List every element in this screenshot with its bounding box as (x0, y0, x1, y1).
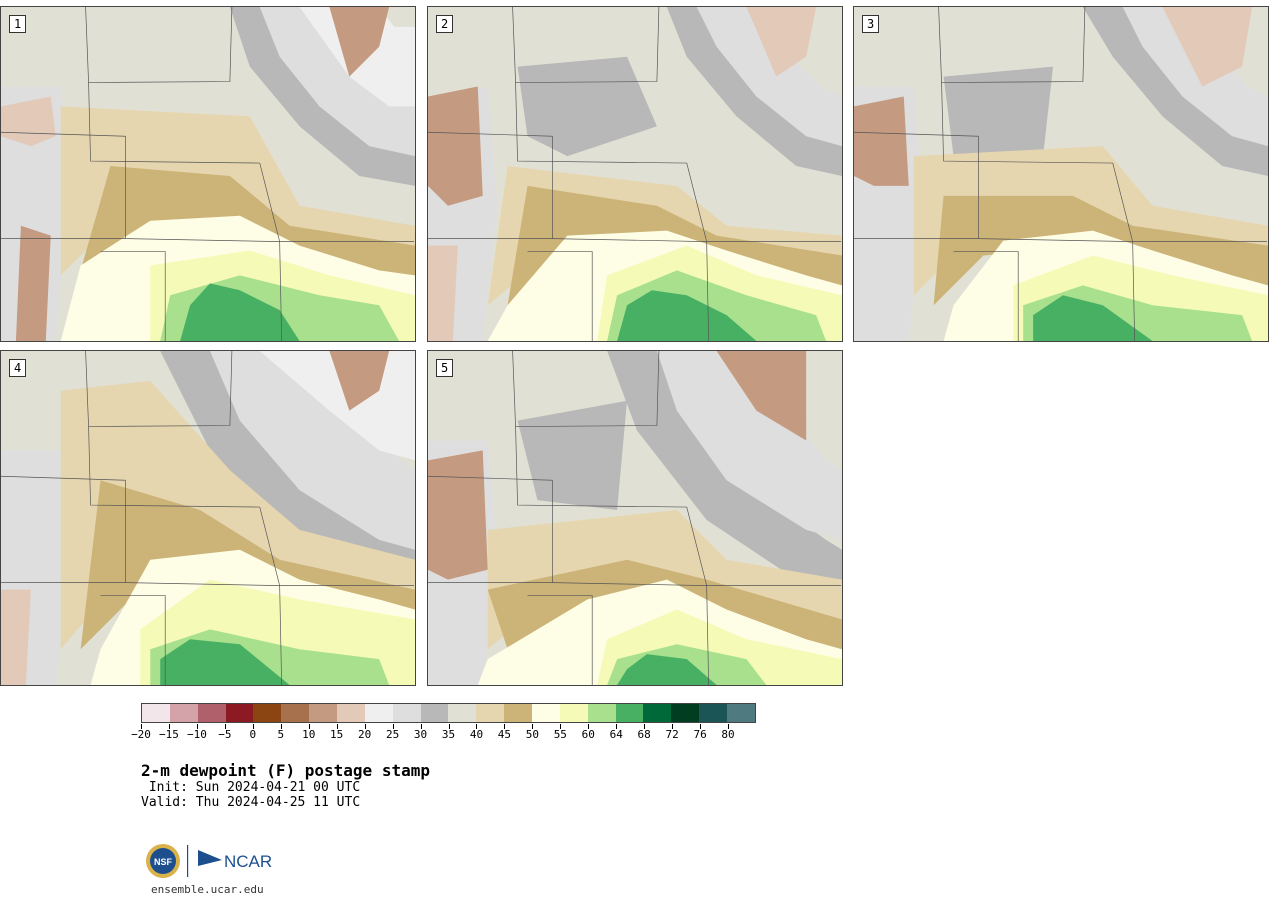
dewpoint-map-3 (854, 7, 1268, 341)
colorbar-tick (168, 724, 170, 729)
figure-title: 2-m dewpoint (F) postage stamp (141, 761, 430, 780)
valid-time: Valid: Thu 2024-04-25 11 UTC (141, 795, 361, 810)
stamp-panel-5: 5 (427, 350, 843, 686)
colorbar-tick-label: −15 (159, 728, 179, 741)
colorbar-tick-label: 80 (721, 728, 735, 741)
colorbar-tick-label: −5 (218, 728, 232, 741)
colorbar-tick (196, 724, 198, 729)
colorbar-tick (224, 724, 226, 729)
panel-number: 1 (9, 15, 27, 33)
colorbar-swatch (559, 704, 588, 722)
colorbar-tick (644, 724, 646, 729)
colorbar-tick-label: −10 (186, 728, 207, 741)
colorbar-tick (504, 724, 506, 729)
colorbar-tick-label: 20 (358, 728, 372, 741)
colorbar-tick (728, 724, 730, 729)
colorbar-tick-label: 45 (497, 728, 512, 741)
colorbar-swatch (476, 704, 505, 722)
colorbar-swatch (169, 704, 198, 722)
colorbar-tick-label: −20 (131, 728, 151, 741)
colorbar-tick (364, 724, 366, 729)
colorbar-tick (532, 724, 534, 729)
colorbar-tick-label: 5 (277, 728, 285, 741)
colorbar-swatch (392, 704, 421, 722)
colorbar-tick (141, 724, 142, 729)
colorbar-swatch (615, 704, 644, 722)
colorbar-tick-label: 40 (469, 728, 484, 741)
colorbar-tick (476, 724, 478, 729)
colorbar-swatch (671, 704, 700, 722)
colorbar-tick-label: 64 (609, 728, 623, 741)
dewpoint-map-4 (1, 351, 415, 685)
stamp-panel-3: 3 (853, 6, 1269, 342)
colorbar-tick (672, 724, 674, 729)
nsf-ncar-logo: NSF NCAR (146, 844, 272, 878)
colorbar-swatch (504, 704, 533, 722)
colorbar-tick-label: 10 (302, 728, 316, 741)
colorbar-swatch (532, 704, 560, 722)
colorbar-tick (252, 724, 254, 729)
colorbar-swatch (225, 704, 254, 722)
colorbar-tick (420, 724, 422, 729)
colorbar-tick (336, 724, 338, 729)
colorbar-tick (700, 724, 702, 729)
colorbar-swatch (587, 704, 616, 722)
colorbar-tick-labels: −20 −15 −10 −5 0 5 10 15 20 25 30 35 40 45 50 55 60 64 68 7… (131, 724, 756, 744)
colorbar-swatch (337, 704, 365, 722)
colorbar-tick-label: 68 (637, 728, 651, 741)
colorbar-tick-label: 0 (249, 728, 257, 741)
colorbar-tick (392, 724, 394, 729)
dewpoint-map-2 (428, 7, 842, 341)
colorbar-swatch (448, 704, 477, 722)
site-url: ensemble.ucar.edu (151, 883, 264, 896)
panel-number: 5 (436, 359, 454, 377)
panel-number: 2 (436, 15, 454, 33)
stamp-panel-2: 2 (427, 6, 843, 342)
panel-number: 4 (9, 359, 27, 377)
colorbar-swatch (643, 704, 672, 722)
colorbar-tick-label: 30 (413, 728, 428, 741)
colorbar-tick-label: 25 (385, 728, 400, 741)
colorbar-tick-label: 76 (693, 728, 707, 741)
colorbar-swatch (281, 704, 310, 722)
colorbar-tick (448, 724, 450, 729)
colorbar-tick (616, 724, 618, 729)
dewpoint-colorbar (141, 703, 756, 723)
stamp-panel-4: 4 (0, 350, 416, 686)
init-time: Init: Sun 2024-04-21 00 UTC (141, 780, 361, 795)
colorbar-swatch (699, 704, 728, 722)
colorbar-swatch (420, 704, 449, 722)
colorbar-tick-label: 72 (665, 728, 679, 741)
dewpoint-map-1 (1, 7, 415, 341)
colorbar-tick-label: 15 (330, 728, 344, 741)
colorbar-swatch (142, 704, 170, 722)
stamp-panel-1: 1 (0, 6, 416, 342)
colorbar-swatch (727, 704, 755, 722)
colorbar-tick (280, 724, 282, 729)
colorbar-tick-label: 50 (525, 728, 539, 741)
ncar-logo-text: NCAR (224, 852, 272, 871)
dewpoint-map-5 (428, 351, 842, 685)
panel-number: 3 (862, 15, 880, 33)
colorbar-tick-label: 55 (553, 728, 567, 741)
colorbar-swatch (364, 704, 393, 722)
colorbar-tick-label: 60 (581, 728, 595, 741)
colorbar-tick (560, 724, 562, 729)
colorbar-swatch (197, 704, 226, 722)
colorbar-tick-label: 35 (441, 728, 456, 741)
colorbar-tick (588, 724, 590, 729)
svg-text:NSF: NSF (154, 857, 173, 867)
colorbar-tick (308, 724, 310, 729)
colorbar-swatch (309, 704, 338, 722)
ncar-mark-icon (198, 850, 222, 866)
colorbar-swatch (253, 704, 282, 722)
